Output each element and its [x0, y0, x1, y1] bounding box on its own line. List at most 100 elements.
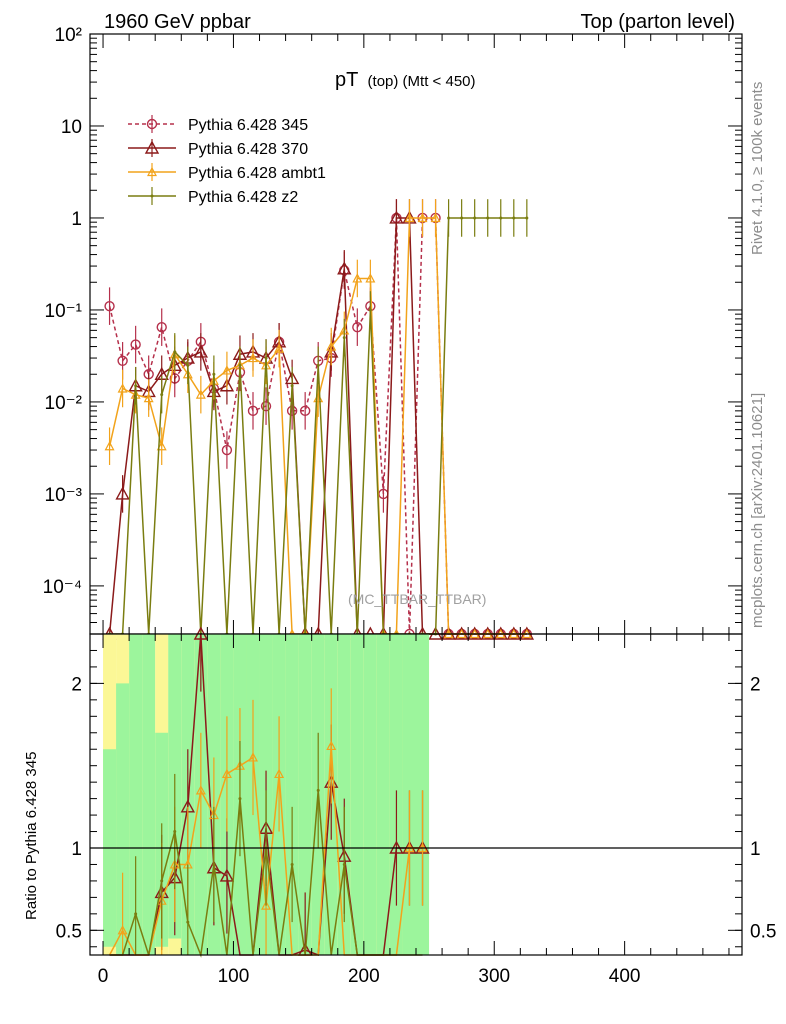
legend-label: Pythia 6.428 345 — [188, 117, 308, 134]
ratio-point — [274, 768, 285, 779]
data-point — [143, 392, 154, 403]
chart-title-main: pT — [335, 69, 358, 91]
data-point — [486, 216, 490, 220]
data-point — [117, 355, 128, 367]
data-point — [260, 400, 272, 412]
legend-marker — [147, 166, 157, 177]
data-point — [248, 352, 258, 363]
legend-marker — [150, 194, 154, 198]
ratio-ylabel: Ratio to Pythia 6.428 345 — [23, 752, 40, 920]
data-point — [156, 321, 167, 333]
data-point — [186, 363, 190, 367]
legend-item-ambt1: Pythia 6.428 ambt1 — [128, 163, 326, 182]
data-point — [104, 440, 115, 451]
ratio-point — [326, 740, 337, 751]
data-point — [286, 405, 298, 417]
legend-item-p370: Pythia 6.428 370 — [128, 139, 308, 158]
band-inner — [376, 634, 390, 955]
band-inner — [285, 634, 299, 955]
data-point — [115, 486, 130, 500]
ratio-point — [221, 768, 232, 779]
data-point — [342, 336, 346, 340]
header-right: Top (parton level) — [580, 11, 735, 33]
y-tick-label: 10⁻² — [45, 393, 83, 414]
y-tick-label: 10⁻¹ — [45, 301, 83, 322]
ratio-y-tick-label-right: 2 — [750, 674, 761, 695]
series-ambt1 — [104, 199, 532, 639]
data-point — [173, 350, 177, 354]
ratio-panel-frame: 2 2 1 1 0.5 0.5 0 100 200 300 400 — [56, 633, 776, 987]
data-point — [473, 216, 477, 220]
data-point — [368, 308, 372, 312]
y-tick-label: 10⁻⁴ — [43, 577, 82, 598]
x-tick-label: 400 — [609, 966, 641, 987]
data-point — [352, 273, 363, 283]
header-left: 1960 GeV ppbar — [104, 11, 251, 33]
data-point — [326, 341, 337, 351]
data-point — [499, 216, 503, 220]
data-point — [212, 372, 216, 376]
series-line-ambt1 — [108, 217, 527, 635]
data-point — [337, 261, 352, 275]
legend-label: Pythia 6.428 370 — [188, 141, 308, 158]
ratio-point — [219, 868, 235, 882]
series-p370 — [102, 199, 535, 640]
ratio-point — [186, 920, 190, 924]
data-point — [238, 363, 242, 367]
data-point — [460, 216, 464, 220]
data-point — [430, 212, 441, 223]
ratio-y-tick-label: 0.5 — [56, 921, 82, 942]
series-line-p345 — [108, 217, 527, 635]
data-point — [195, 389, 206, 399]
ratio-point — [212, 862, 216, 866]
y-tick-label: 1 — [71, 209, 82, 230]
data-point — [352, 321, 363, 333]
series-line-z2 — [109, 217, 527, 635]
data-point — [264, 356, 268, 360]
ratio-point — [290, 862, 294, 866]
data-point — [193, 344, 209, 358]
data-point — [316, 363, 320, 367]
data-point — [130, 339, 141, 350]
data-point — [134, 384, 138, 388]
legend-label: Pythia 6.428 ambt1 — [188, 165, 326, 182]
data-point — [221, 444, 233, 456]
data-point — [104, 300, 115, 312]
ratio-point — [195, 785, 206, 795]
series-z2 — [108, 199, 529, 636]
y-tick-label: 10 — [61, 117, 82, 138]
data-point — [117, 383, 128, 393]
legend-label: Pythia 6.428 z2 — [188, 189, 298, 206]
band-inner — [129, 634, 143, 955]
x-tick-label: 0 — [98, 966, 109, 987]
band-inner — [350, 634, 364, 955]
ratio-point — [238, 797, 242, 801]
ratio-point — [160, 879, 164, 883]
rivet-label: Rivet 4.1.0, ≥ 100k events — [749, 82, 766, 255]
y-tick-label: 10⁻³ — [45, 485, 83, 506]
x-tick-label: 300 — [478, 966, 510, 987]
legend-item-p345: Pythia 6.428 345 — [128, 115, 308, 134]
data-point — [156, 440, 167, 451]
data-point — [417, 212, 428, 223]
ratio-point — [248, 752, 258, 762]
band-inner — [142, 634, 156, 955]
band-inner — [363, 634, 377, 955]
ratio-point — [342, 862, 346, 866]
data-point — [221, 365, 232, 375]
data-point — [247, 405, 259, 417]
ratio-y-tick-label: 2 — [71, 674, 82, 695]
ratio-point — [173, 830, 177, 834]
analysis-watermark: (MC_TTBAR_TTBAR) — [348, 591, 486, 607]
band-inner — [337, 634, 351, 955]
data-point — [512, 216, 516, 220]
data-point — [389, 210, 404, 224]
data-point — [274, 343, 285, 353]
legend-item-z2: Pythia 6.428 z2 — [128, 187, 298, 206]
data-point — [219, 378, 235, 392]
mcplots-label: mcplots.cern.ch [arXiv:2401.10621] — [749, 393, 766, 628]
data-point — [299, 405, 311, 417]
legend: Pythia 6.428 345 Pythia 6.428 370 Pythia 6… — [128, 115, 326, 206]
data-point — [404, 212, 415, 223]
